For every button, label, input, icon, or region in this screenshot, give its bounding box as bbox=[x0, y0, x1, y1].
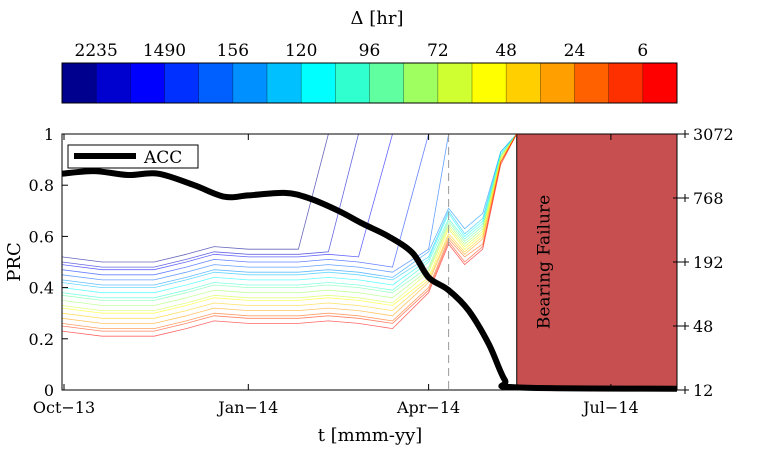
right-y-tick-label: 768 bbox=[693, 189, 724, 208]
x-tick-label: Jan−14 bbox=[216, 398, 278, 417]
right-y-tick-label: 3072 bbox=[693, 125, 734, 144]
y-tick-label: 0.6 bbox=[29, 227, 54, 246]
colorbar-tick-label: 120 bbox=[285, 41, 317, 61]
y-tick-label: 0.2 bbox=[29, 330, 54, 349]
right-y-tick-label: 48 bbox=[693, 317, 713, 336]
prc-series-line bbox=[61, 133, 517, 286]
y-tick-label: 0 bbox=[44, 381, 54, 400]
colorbar-tick-label: 72 bbox=[427, 41, 449, 61]
prc-series-line bbox=[61, 133, 517, 289]
right-y-tick-label: 192 bbox=[693, 253, 724, 272]
prc-series-line bbox=[61, 133, 518, 299]
colorbar-cell bbox=[540, 63, 575, 103]
colorbar: 2235 1490 156 120 96 72 48 24 6 bbox=[61, 41, 678, 104]
colorbar-cell bbox=[574, 63, 610, 103]
colorbar-cell bbox=[62, 63, 97, 103]
prc-series-line bbox=[61, 133, 518, 332]
prc-series-line bbox=[61, 133, 518, 306]
prc-series-line bbox=[61, 133, 518, 330]
colorbar-tick-label: 48 bbox=[495, 41, 517, 61]
prc-series-line bbox=[61, 133, 518, 337]
colorbar-cell bbox=[608, 63, 644, 103]
x-tick-label: Jul−14 bbox=[581, 398, 639, 417]
colorbar-cell bbox=[130, 63, 165, 103]
colorbar-cell bbox=[403, 63, 439, 103]
y-axis-label: PRC bbox=[4, 242, 25, 281]
legend-acc-label: ACC bbox=[143, 148, 182, 168]
prc-series-line bbox=[61, 133, 518, 312]
colorbar-tick-label: 1490 bbox=[143, 41, 186, 61]
colorbar-cell bbox=[369, 63, 405, 103]
colorbar-cell bbox=[506, 63, 541, 103]
y-tick-label: 1 bbox=[44, 125, 54, 144]
colorbar-frame bbox=[61, 62, 678, 104]
colorbar-tick-label: 156 bbox=[217, 41, 249, 61]
acc-series-group bbox=[61, 168, 678, 392]
y-tick-label: 0.4 bbox=[29, 279, 54, 298]
failure-region: Bearing Failure bbox=[516, 133, 678, 391]
colorbar-tick-label: 96 bbox=[359, 41, 381, 61]
prc-series-line bbox=[61, 133, 518, 324]
legend: ACC bbox=[67, 144, 199, 169]
colorbar-title: Δ [hr] bbox=[351, 8, 404, 29]
colorbar-cell bbox=[301, 63, 336, 103]
colorbar-cell bbox=[437, 63, 473, 103]
colorbar-cell bbox=[96, 63, 131, 103]
axes: Oct−13 Jan−14 Apr−14 Jul−14 0 0.2 0.4 0.6 0.8 1 12… bbox=[29, 125, 734, 417]
x-axis-label: t [mmm-yy] bbox=[318, 425, 423, 446]
colorbar-cell bbox=[267, 63, 302, 103]
prc-series-line bbox=[61, 133, 518, 319]
colorbar-tick-label: 6 bbox=[637, 41, 648, 61]
colorbar-cell bbox=[164, 63, 200, 103]
right-y-tick-label: 12 bbox=[693, 381, 713, 400]
prc-series-line bbox=[61, 133, 518, 314]
failure-label: Bearing Failure bbox=[535, 195, 555, 329]
x-tick-label: Apr−14 bbox=[396, 398, 460, 417]
colorbar-cell bbox=[472, 63, 507, 103]
y-tick-label: 0.8 bbox=[29, 176, 54, 195]
colorbar-cell bbox=[198, 63, 234, 103]
acc-line bbox=[61, 168, 678, 392]
colorbar-tick-label: 2235 bbox=[75, 41, 118, 61]
colorbar-cell bbox=[335, 63, 370, 103]
colorbar-cell bbox=[232, 63, 268, 103]
colorbar-cell bbox=[642, 63, 678, 103]
prc-series-line bbox=[61, 133, 518, 294]
colorbar-tick-label: 24 bbox=[564, 41, 586, 61]
x-tick-label: Oct−13 bbox=[33, 398, 95, 417]
prc-series-line bbox=[61, 133, 518, 301]
